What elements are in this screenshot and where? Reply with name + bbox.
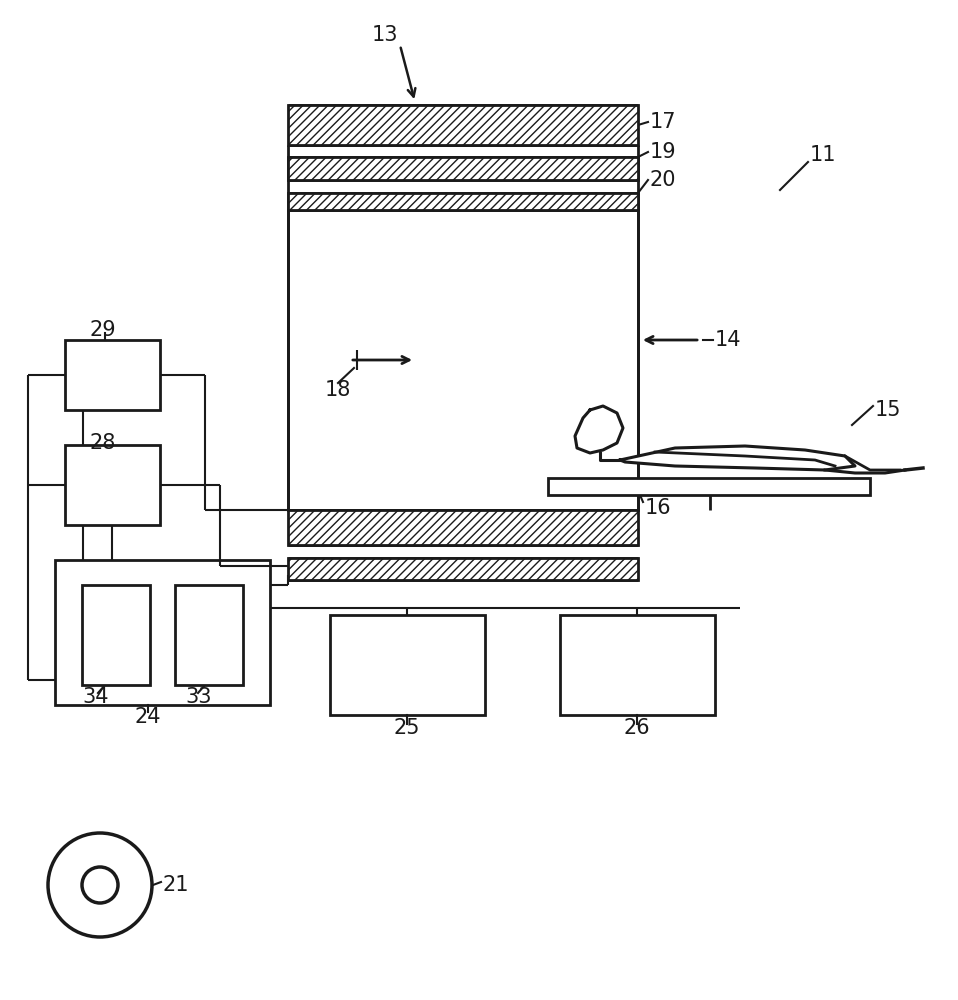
Text: 19: 19 — [650, 142, 676, 162]
Text: 33: 33 — [185, 687, 212, 707]
Text: 15: 15 — [875, 400, 901, 420]
Text: 28: 28 — [90, 433, 116, 453]
Bar — [65, 445, 160, 525]
Text: 21: 21 — [163, 875, 190, 895]
Bar — [55, 560, 270, 705]
Bar — [82, 585, 150, 685]
Text: 11: 11 — [810, 145, 836, 165]
Bar — [288, 210, 638, 510]
Bar — [175, 585, 243, 685]
Bar — [560, 615, 715, 715]
Polygon shape — [575, 406, 623, 453]
Text: 18: 18 — [325, 380, 352, 400]
Bar — [65, 340, 160, 410]
Text: 26: 26 — [624, 718, 650, 738]
Text: 34: 34 — [82, 687, 108, 707]
Text: 13: 13 — [372, 25, 399, 45]
Text: 24: 24 — [135, 707, 161, 727]
Bar — [288, 510, 638, 545]
Text: 14: 14 — [715, 330, 741, 350]
Text: 25: 25 — [394, 718, 421, 738]
Text: 17: 17 — [650, 112, 676, 132]
Text: 16: 16 — [645, 498, 672, 518]
Bar — [288, 558, 638, 580]
Polygon shape — [620, 446, 855, 470]
Bar — [288, 157, 638, 180]
Bar — [288, 105, 638, 145]
Bar — [548, 478, 870, 495]
Bar — [330, 615, 485, 715]
Text: 29: 29 — [90, 320, 117, 340]
Text: 20: 20 — [650, 170, 676, 190]
Bar — [288, 193, 638, 210]
